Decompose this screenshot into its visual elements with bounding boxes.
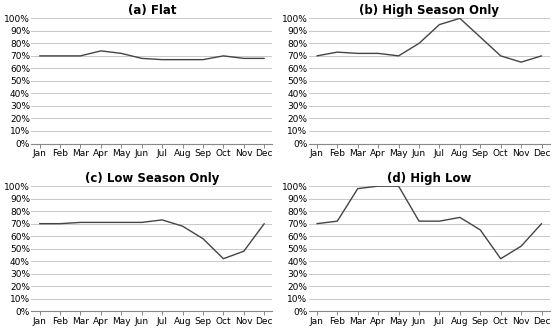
Title: (a) Flat: (a) Flat bbox=[128, 4, 176, 17]
Title: (b) High Season Only: (b) High Season Only bbox=[359, 4, 499, 17]
Title: (c) Low Season Only: (c) Low Season Only bbox=[85, 172, 219, 185]
Title: (d) High Low: (d) High Low bbox=[387, 172, 471, 185]
